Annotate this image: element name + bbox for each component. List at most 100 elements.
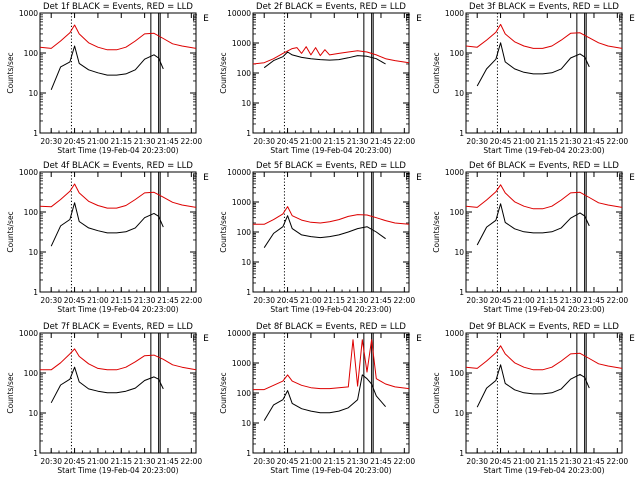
chart-title: Det 9f BLACK = Events, RED = LLD — [469, 322, 619, 332]
chart-title: Det 8f BLACK = Events, RED = LLD — [256, 322, 406, 332]
x-tick-label: 20:30 — [253, 137, 275, 146]
series-line-events — [476, 203, 590, 246]
y-tick-label: 10 — [454, 248, 464, 257]
marker-e: E — [416, 14, 422, 24]
y-tick-label: 10000 — [227, 9, 251, 18]
x-tick-label: 22:00 — [394, 137, 416, 146]
x-tick-label: 20:45 — [277, 296, 299, 305]
y-axis-label: Counts/sec — [432, 211, 441, 252]
marker-e: E — [203, 14, 209, 24]
series-line-lld — [39, 24, 197, 51]
marker-e: E — [203, 173, 209, 183]
x-tick-label: 22:00 — [394, 296, 416, 305]
x-tick-label: 21:45 — [370, 296, 392, 305]
y-tick-label: 1 — [459, 129, 464, 138]
series-line-lld — [465, 23, 623, 49]
x-tick-label: 21:45 — [157, 457, 179, 466]
x-tick-label: 21:30 — [134, 296, 156, 305]
x-tick-label: 20:30 — [40, 296, 62, 305]
y-tick-label: 1000 — [19, 168, 38, 177]
chart-panel-3: Det 3f BLACK = Events, RED = LLD 1 10 100 10… — [432, 2, 635, 155]
y-tick-label: 10 — [28, 248, 38, 257]
y-tick-label: 100 — [450, 369, 465, 378]
y-axis-label: Counts/sec — [219, 372, 228, 413]
x-tick-label: 21:45 — [370, 457, 392, 466]
x-tick-label: 20:30 — [253, 457, 275, 466]
x-tick-label: 21:30 — [347, 457, 369, 466]
x-tick-label: 21:00 — [300, 137, 322, 146]
x-tick-label: 21:45 — [583, 137, 605, 146]
x-axis-label: Start Time (19-Feb-04 20:23:00) — [57, 146, 178, 155]
x-tick-label: 21:45 — [370, 137, 392, 146]
plot-frame — [465, 332, 623, 454]
plot-frame — [252, 332, 410, 454]
y-tick-label: 100 — [24, 49, 39, 58]
x-tick-label: 22:00 — [181, 296, 203, 305]
marker-e: E — [629, 173, 635, 183]
y-axis-label: Counts/sec — [6, 372, 15, 413]
x-tick-label: 21:00 — [300, 296, 322, 305]
x-axis-label: Start Time (19-Feb-04 20:23:00) — [483, 305, 604, 314]
y-tick-label: 1000 — [19, 329, 38, 338]
y-tick-label: 100 — [237, 228, 252, 237]
x-tick-label: 22:00 — [181, 137, 203, 146]
y-tick-label: 1000 — [232, 198, 251, 207]
marker-e: E — [203, 334, 209, 344]
x-axis-label: Start Time (19-Feb-04 20:23:00) — [270, 466, 391, 475]
x-axis-label: Start Time (19-Feb-04 20:23:00) — [57, 305, 178, 314]
chart-panel-2: Det 2f BLACK = Events, RED = LLD 1 10 100 10… — [219, 2, 422, 155]
x-tick-label: 21:15 — [110, 137, 132, 146]
x-tick-label: 21:30 — [347, 296, 369, 305]
plot-frame — [252, 12, 410, 134]
plot-frame — [465, 171, 623, 293]
x-axis-label: Start Time (19-Feb-04 20:23:00) — [57, 466, 178, 475]
marker-e: E — [416, 334, 422, 344]
chart-title: Det 5f BLACK = Events, RED = LLD — [256, 161, 406, 171]
x-tick-label: 20:30 — [466, 137, 488, 146]
series-line-lld — [253, 339, 410, 391]
series-line-events — [50, 45, 164, 90]
marker-f: F — [618, 173, 623, 183]
y-tick-label: 1000 — [232, 39, 251, 48]
y-tick-label: 10000 — [227, 168, 251, 177]
plot-frame — [39, 171, 197, 293]
x-tick-label: 21:30 — [134, 457, 156, 466]
x-tick-label: 21:15 — [536, 137, 558, 146]
x-tick-label: 21:15 — [536, 457, 558, 466]
y-axis-label: Counts/sec — [219, 52, 228, 93]
x-tick-label: 21:15 — [536, 296, 558, 305]
y-tick-label: 10 — [454, 409, 464, 418]
y-tick-label: 1 — [246, 288, 251, 297]
marker-f: F — [405, 173, 410, 183]
x-tick-label: 20:45 — [277, 137, 299, 146]
x-tick-label: 20:45 — [64, 296, 86, 305]
x-tick-label: 20:30 — [40, 137, 62, 146]
marker-f: F — [192, 334, 197, 344]
x-tick-label: 21:45 — [583, 296, 605, 305]
x-tick-label: 20:45 — [490, 296, 512, 305]
x-tick-label: 20:30 — [40, 457, 62, 466]
x-tick-label: 22:00 — [607, 457, 629, 466]
x-tick-label: 20:45 — [490, 457, 512, 466]
x-axis-label: Start Time (19-Feb-04 20:23:00) — [270, 305, 391, 314]
y-tick-label: 100 — [450, 208, 465, 217]
x-tick-label: 21:30 — [347, 137, 369, 146]
series-line-events — [50, 366, 164, 404]
y-axis-label: Counts/sec — [6, 52, 15, 93]
chart-title: Det 2f BLACK = Events, RED = LLD — [256, 2, 406, 12]
plot-frame — [39, 332, 197, 454]
y-tick-label: 100 — [24, 369, 39, 378]
y-tick-label: 1 — [33, 129, 38, 138]
x-tick-label: 21:30 — [134, 137, 156, 146]
marker-f: F — [192, 14, 197, 24]
chart-panel-6: Det 6f BLACK = Events, RED = LLD 1 10 100 10… — [432, 161, 635, 314]
x-axis-label: Start Time (19-Feb-04 20:23:00) — [483, 146, 604, 155]
series-line-lld — [252, 46, 410, 65]
marker-f: F — [618, 14, 623, 24]
y-tick-label: 1000 — [232, 359, 251, 368]
series-line-events — [263, 51, 386, 69]
x-tick-label: 21:45 — [583, 457, 605, 466]
x-tick-label: 21:30 — [560, 296, 582, 305]
chart-panel-8: Det 8f BLACK = Events, RED = LLD 1 10 100 10… — [219, 322, 422, 475]
x-tick-label: 21:00 — [513, 137, 535, 146]
